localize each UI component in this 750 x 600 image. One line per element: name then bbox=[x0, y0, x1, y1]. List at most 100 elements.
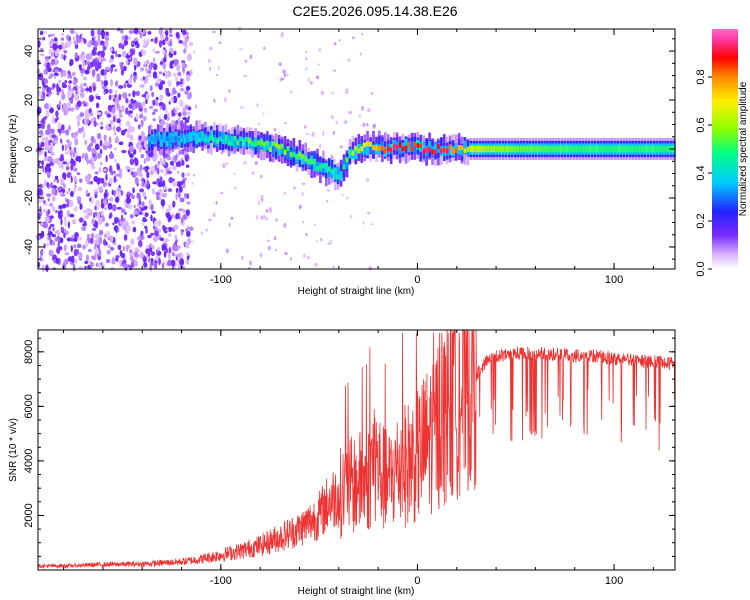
noise-speck bbox=[101, 198, 103, 204]
figure-title: C2E5.2026.095.14.38.E26 bbox=[292, 3, 457, 19]
noise-speck bbox=[98, 263, 102, 268]
noise-speck bbox=[140, 85, 145, 88]
noise-speck bbox=[260, 253, 262, 258]
noise-speck bbox=[143, 116, 146, 121]
noise-speck bbox=[139, 212, 143, 215]
noise-speck bbox=[114, 69, 117, 72]
noise-speck bbox=[290, 91, 293, 94]
noise-speck bbox=[104, 207, 106, 210]
noise-speck bbox=[141, 145, 143, 150]
noise-speck bbox=[163, 73, 165, 77]
noise-speck bbox=[180, 88, 184, 92]
snr-x-axis-label: Height of straight line (km) bbox=[298, 586, 415, 597]
noise-speck bbox=[46, 182, 49, 188]
noise-speck bbox=[118, 94, 121, 101]
noise-speck bbox=[112, 171, 116, 175]
signal-cell bbox=[304, 156, 307, 161]
noise-speck bbox=[117, 207, 122, 210]
noise-speck bbox=[281, 78, 284, 81]
noise-speck bbox=[133, 75, 135, 83]
noise-speck bbox=[175, 77, 177, 81]
noise-speck bbox=[160, 238, 164, 241]
noise-speck bbox=[133, 57, 138, 64]
noise-speck bbox=[124, 212, 127, 215]
signal-cell bbox=[431, 150, 434, 155]
noise-speck bbox=[60, 178, 64, 185]
noise-speck bbox=[124, 129, 127, 132]
noise-speck bbox=[82, 101, 86, 105]
noise-speck bbox=[320, 238, 322, 241]
noise-speck bbox=[119, 141, 124, 145]
noise-speck bbox=[118, 245, 122, 250]
noise-speck bbox=[45, 166, 47, 173]
noise-speck bbox=[178, 192, 181, 199]
noise-speck bbox=[79, 112, 84, 117]
signal-cell bbox=[302, 154, 305, 159]
noise-speck bbox=[176, 81, 181, 85]
noise-speck bbox=[175, 154, 178, 160]
noise-speck bbox=[61, 37, 64, 40]
signal-cell bbox=[414, 142, 417, 147]
noise-speck bbox=[91, 197, 94, 204]
signal-cell bbox=[537, 146, 540, 152]
noise-speck bbox=[334, 42, 337, 45]
noise-speck bbox=[142, 212, 144, 216]
signal-cell bbox=[564, 146, 567, 152]
noise-speck bbox=[99, 186, 103, 191]
noise-speck bbox=[169, 41, 172, 47]
y-tick-label: 6000 bbox=[23, 394, 35, 418]
noise-speck bbox=[70, 238, 74, 241]
noise-speck bbox=[86, 54, 91, 61]
signal-cell bbox=[284, 150, 287, 155]
noise-speck bbox=[85, 176, 90, 183]
signal-cell bbox=[234, 136, 237, 141]
noise-speck bbox=[176, 188, 179, 193]
noise-speck bbox=[178, 71, 181, 76]
noise-speck bbox=[166, 229, 169, 232]
noise-speck bbox=[156, 249, 158, 253]
noise-speck bbox=[335, 121, 337, 125]
noise-speck bbox=[136, 91, 140, 96]
colorbar-tick-label: 0.6 bbox=[695, 117, 707, 132]
signal-cell bbox=[567, 146, 570, 152]
signal-cell bbox=[511, 146, 514, 152]
noise-speck bbox=[115, 196, 119, 203]
noise-speck bbox=[139, 30, 141, 34]
noise-speck bbox=[233, 173, 235, 175]
noise-speck bbox=[93, 60, 98, 67]
signal-cell bbox=[585, 146, 588, 152]
noise-speck bbox=[123, 246, 125, 252]
noise-speck bbox=[129, 114, 133, 118]
noise-speck bbox=[213, 213, 216, 218]
noise-speck bbox=[61, 93, 65, 100]
noise-speck bbox=[152, 188, 155, 194]
noise-speck bbox=[129, 153, 134, 158]
noise-speck bbox=[177, 171, 179, 174]
noise-speck bbox=[187, 193, 190, 199]
noise-speck bbox=[42, 166, 44, 173]
noise-speck bbox=[249, 261, 251, 266]
signal-cell bbox=[558, 146, 561, 152]
noise-speck bbox=[170, 97, 174, 102]
noise-speck bbox=[94, 234, 99, 239]
signal-cell bbox=[644, 146, 647, 152]
noise-speck bbox=[94, 42, 97, 48]
noise-speck bbox=[64, 229, 66, 233]
noise-speck bbox=[51, 34, 55, 37]
noise-speck bbox=[53, 179, 56, 182]
noise-speck bbox=[57, 105, 60, 109]
noise-speck bbox=[92, 228, 96, 231]
noise-speck bbox=[131, 259, 133, 264]
noise-speck bbox=[173, 73, 176, 76]
noise-speck bbox=[177, 93, 180, 98]
noise-speck bbox=[135, 102, 138, 109]
signal-cell bbox=[269, 147, 272, 152]
signal-cell bbox=[437, 144, 440, 149]
noise-speck bbox=[244, 75, 247, 77]
noise-speck bbox=[146, 60, 149, 64]
noise-speck bbox=[175, 107, 180, 110]
noise-speck bbox=[117, 54, 121, 57]
noise-speck bbox=[109, 89, 113, 94]
noise-speck bbox=[105, 69, 107, 74]
signal-cell bbox=[452, 149, 455, 154]
